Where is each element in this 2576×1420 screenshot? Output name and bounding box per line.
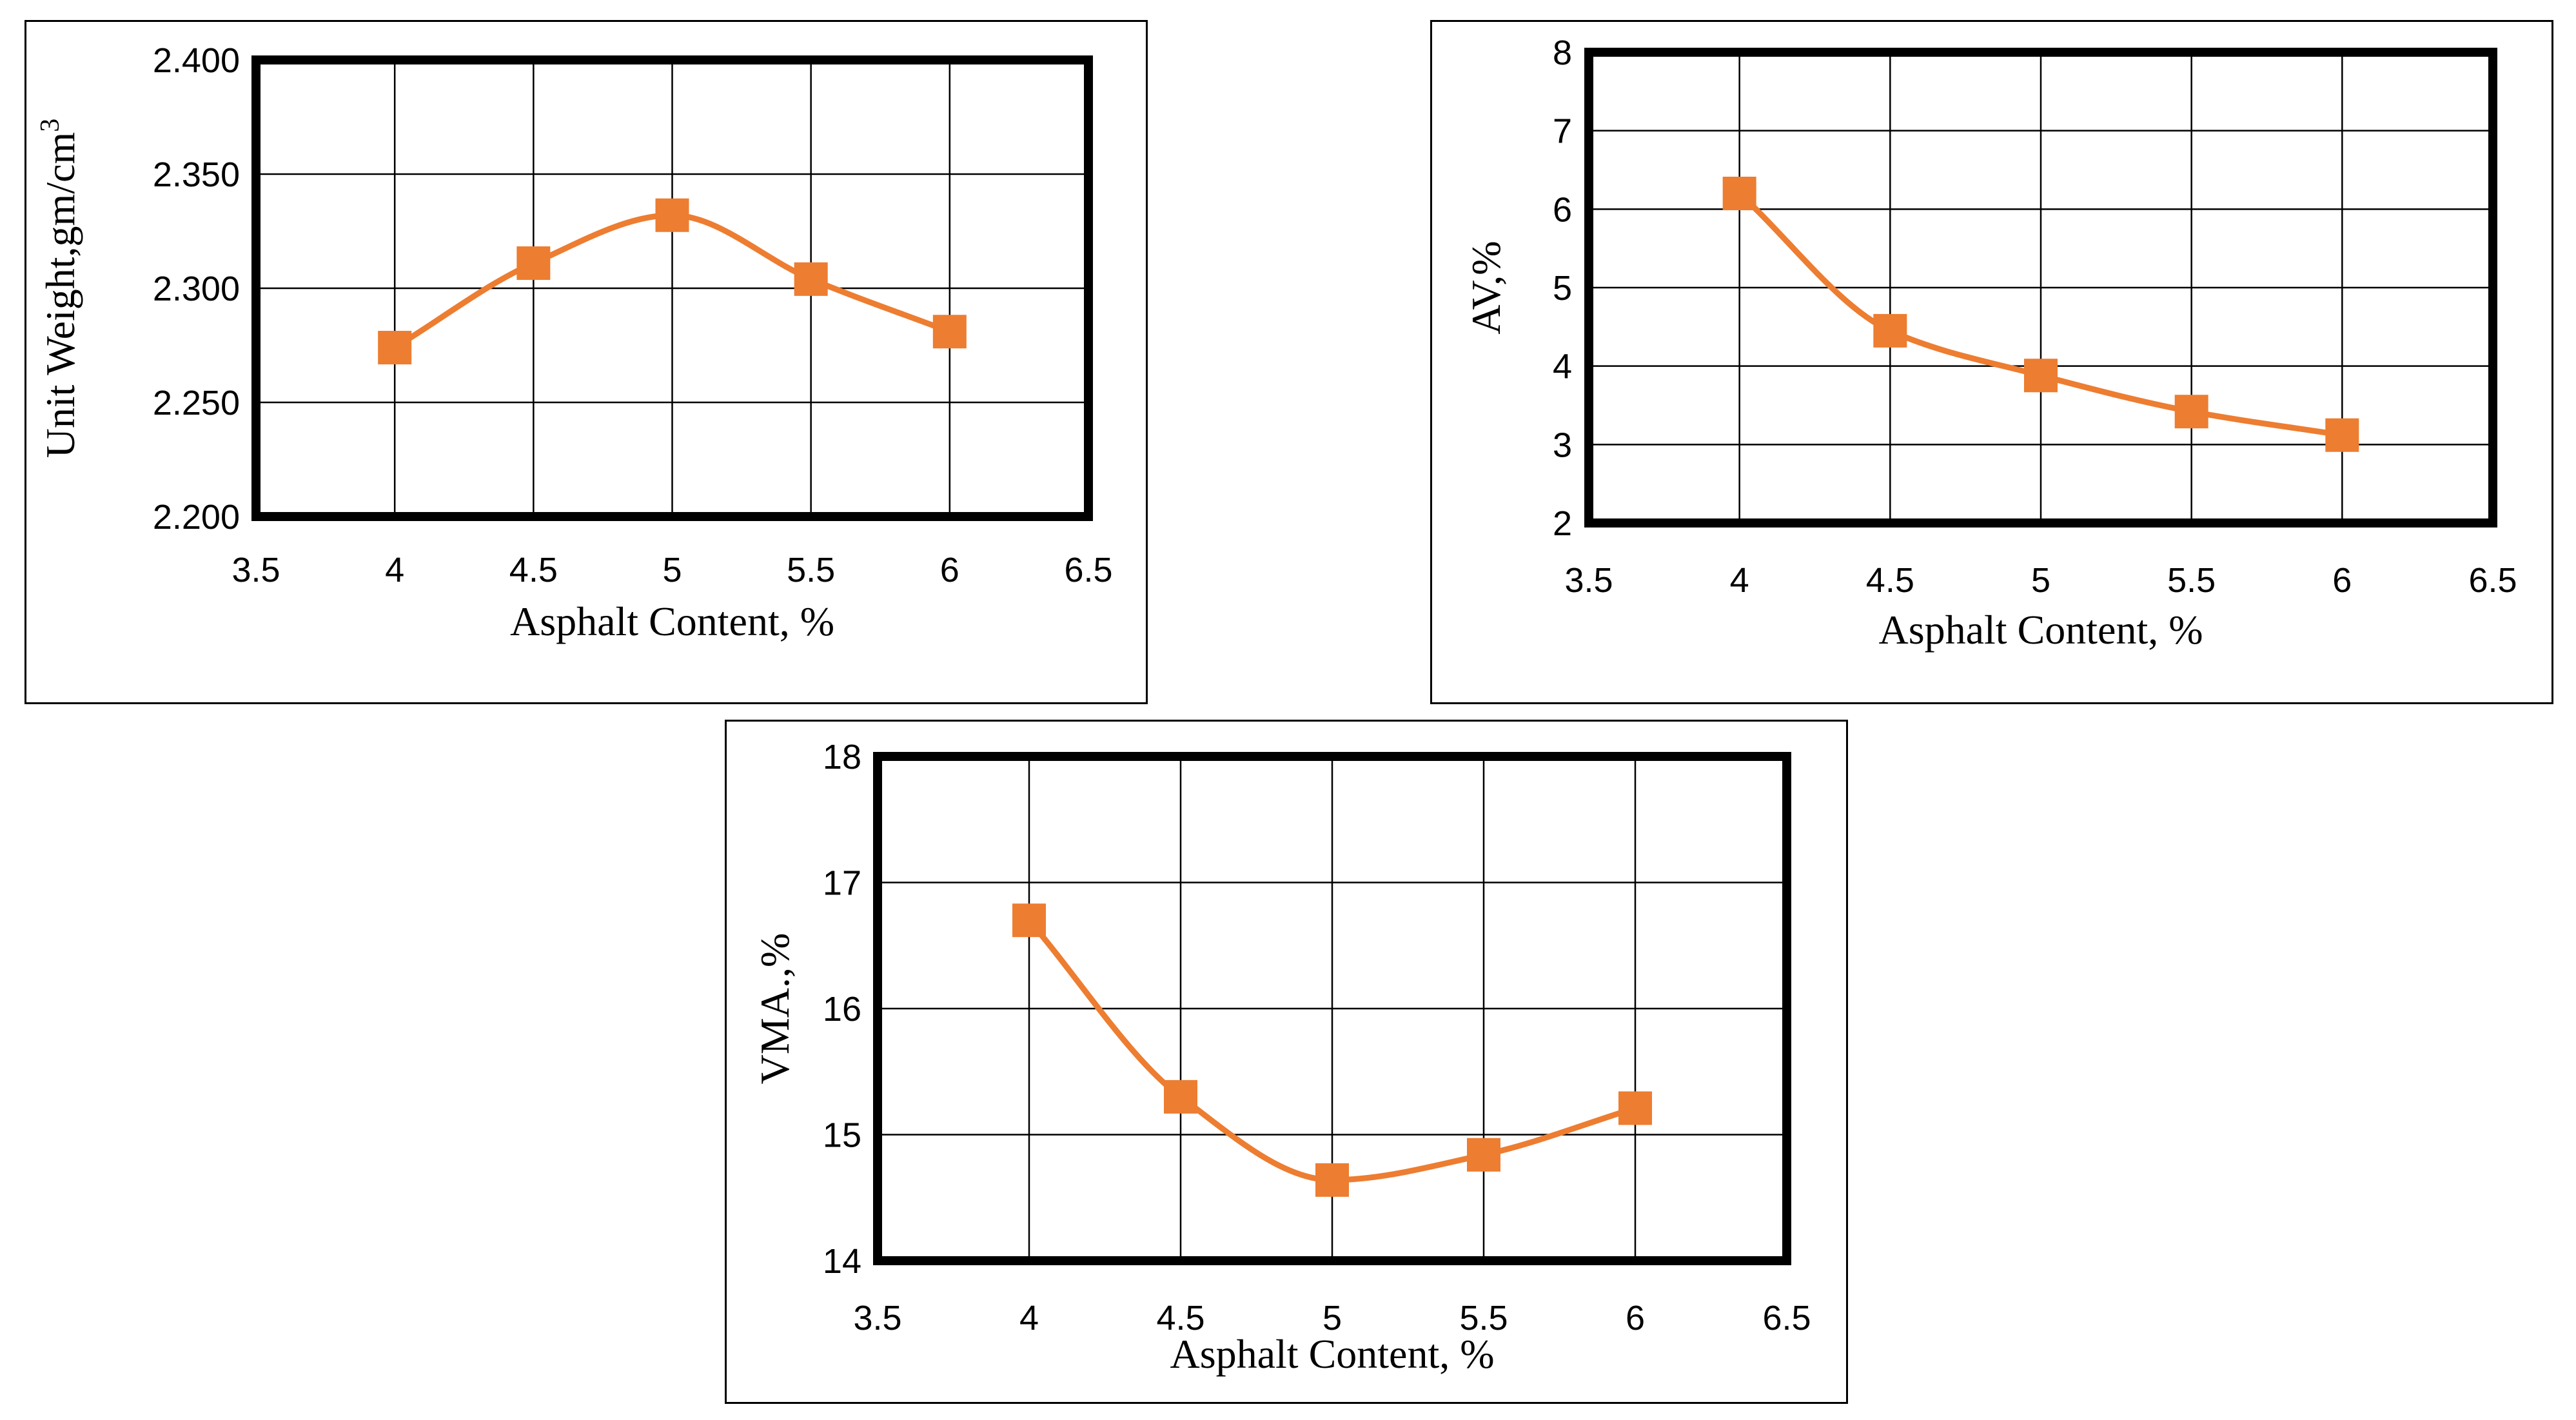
unit-weight-y-axis-title: Unit Weight,gm/cm3	[35, 119, 83, 459]
air-voids-y-tick-label: 5	[1553, 269, 1572, 308]
unit-weight-x-tick-label: 5.5	[787, 551, 835, 589]
vma-x-tick-label: 5	[1322, 1299, 1342, 1337]
vma-x-tick-label: 3.5	[853, 1299, 901, 1337]
air-voids-x-tick-label: 5.5	[2167, 561, 2216, 600]
air-voids-x-tick-label: 3.5	[1564, 561, 1613, 600]
unit-weight-plot-frame	[251, 55, 1093, 521]
vma-y-axis-title: VMA.,%	[752, 933, 798, 1085]
air-voids-data-point	[2325, 418, 2359, 452]
air-voids-y-tick-label: 3	[1553, 426, 1572, 464]
unit-weight-y-tick-label: 2.400	[153, 41, 240, 80]
unit-weight-x-axis-title: Asphalt Content, %	[510, 598, 834, 644]
vma-data-point	[1315, 1163, 1349, 1197]
vma-y-tick-label: 18	[823, 738, 861, 776]
vma-y-tick-label: 16	[823, 990, 861, 1029]
air-voids-y-tick-label: 2	[1553, 504, 1572, 543]
vma-y-tick-label: 17	[823, 864, 861, 903]
unit-weight-data-point	[794, 262, 828, 296]
air-voids-y-tick-label: 6	[1553, 190, 1572, 229]
unit-weight-y-axis-title-superscript: 3	[35, 119, 65, 132]
unit-weight-data-point	[378, 331, 412, 365]
unit-weight-x-tick-label: 6.5	[1064, 551, 1112, 589]
air-voids-y-axis-title: AV,%	[1463, 241, 1509, 334]
air-voids-x-tick-label: 6	[2332, 561, 2352, 600]
unit-weight-x-tick-label: 6	[940, 551, 959, 589]
vma-x-axis-title: Asphalt Content, %	[1170, 1331, 1494, 1377]
chart-panel-unit-weight	[25, 20, 1148, 704]
unit-weight-data-point	[516, 246, 551, 281]
chart-panel-vma	[725, 720, 1848, 1404]
vma-data-point	[1012, 903, 1046, 938]
vma-x-tick-label: 6.5	[1762, 1299, 1811, 1337]
unit-weight-x-tick-label: 5	[662, 551, 682, 589]
unit-weight-data-point	[932, 315, 967, 349]
chart-air-voids: 3.5 4 4.5 5 5.5 6 6.5 2 3 4 5 6 7 8 Asphalt Content, %…	[1463, 34, 2517, 653]
unit-weight-x-tick-label: 4.5	[509, 551, 558, 589]
air-voids-y-tick-label: 4	[1553, 348, 1572, 386]
vma-plot-frame	[873, 752, 1791, 1265]
unit-weight-y-tick-label: 2.200	[153, 498, 240, 537]
vma-x-tick-label: 6	[1626, 1299, 1645, 1337]
vma-x-tick-label: 4.5	[1156, 1299, 1204, 1337]
vma-data-point	[1467, 1138, 1500, 1172]
air-voids-x-tick-label: 4	[1730, 561, 1749, 600]
air-voids-x-tick-label: 6.5	[2468, 561, 2517, 600]
chart-vma: 3.5 4 4.5 5 5.5 6 6.5 14 15 16 17 18 Asphalt Content…	[752, 738, 1811, 1377]
unit-weight-y-tick-label: 2.250	[153, 384, 240, 422]
unit-weight-x-tick-label: 3.5	[231, 551, 280, 589]
unit-weight-data-point	[655, 198, 689, 232]
air-voids-data-point	[1873, 313, 1907, 348]
air-voids-x-axis-title: Asphalt Content, %	[1878, 607, 2203, 653]
air-voids-y-tick-label: 7	[1553, 112, 1572, 151]
air-voids-data-point	[2174, 395, 2208, 429]
vma-y-tick-label: 15	[823, 1116, 861, 1155]
chart-unit-weight: 3.5 4 4.5 5 5.5 6 6.5 2.200 2.250 2.300 2.350 2.400…	[35, 41, 1113, 644]
unit-weight-y-tick-label: 2.300	[153, 270, 240, 308]
air-voids-x-tick-label: 5	[2031, 561, 2050, 600]
air-voids-plot-frame	[1584, 48, 2497, 528]
air-voids-data-point	[1722, 177, 1756, 210]
vma-data-point	[1164, 1080, 1197, 1114]
unit-weight-y-tick-label: 2.350	[153, 155, 240, 194]
air-voids-y-tick-label: 8	[1553, 34, 1572, 72]
air-voids-x-tick-label: 4.5	[1866, 561, 1914, 600]
vma-x-tick-label: 5.5	[1459, 1299, 1508, 1337]
vma-x-tick-label: 4	[1019, 1299, 1039, 1337]
unit-weight-x-tick-label: 4	[385, 551, 404, 589]
vma-y-tick-label: 14	[823, 1242, 861, 1281]
air-voids-data-point	[2024, 359, 2058, 393]
vma-data-point	[1618, 1091, 1652, 1125]
